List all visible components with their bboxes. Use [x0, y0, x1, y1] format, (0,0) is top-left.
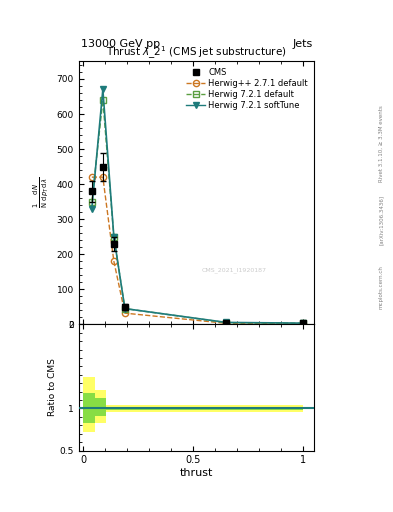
Text: [arXiv:1306.3436]: [arXiv:1306.3436] — [379, 195, 384, 245]
Text: Jets: Jets — [292, 38, 312, 49]
Text: 13000 GeV pp: 13000 GeV pp — [81, 38, 160, 49]
Herwig++ 2.7.1 default — [101, 174, 105, 180]
Herwig++ 2.7.1 default — [123, 310, 127, 316]
Line: Herwig++ 2.7.1 default: Herwig++ 2.7.1 default — [89, 174, 307, 327]
Herwig 7.2.1 default — [101, 97, 105, 103]
Herwig 7.2.1 softTune — [123, 306, 127, 312]
Herwig 7.2.1 default — [224, 319, 229, 326]
Line: Herwig 7.2.1 default: Herwig 7.2.1 default — [89, 97, 307, 327]
Y-axis label: $\frac{1}{\mathrm{N}}\,\frac{\mathrm{d}N}{\mathrm{d}p_T\,\mathrm{d}\lambda}$: $\frac{1}{\mathrm{N}}\,\frac{\mathrm{d}N… — [31, 177, 51, 208]
Line: Herwig 7.2.1 softTune: Herwig 7.2.1 softTune — [89, 87, 307, 326]
Y-axis label: Ratio to CMS: Ratio to CMS — [48, 358, 57, 416]
Legend: CMS, Herwig++ 2.7.1 default, Herwig 7.2.1 default, Herwig 7.2.1 softTune: CMS, Herwig++ 2.7.1 default, Herwig 7.2.… — [184, 66, 310, 113]
Herwig 7.2.1 default — [90, 199, 94, 205]
Text: CMS_2021_I1920187: CMS_2021_I1920187 — [201, 268, 266, 273]
Herwig 7.2.1 softTune — [101, 87, 105, 93]
Title: Thrust $\lambda\_2^1$ (CMS jet substructure): Thrust $\lambda\_2^1$ (CMS jet substruct… — [106, 45, 287, 61]
Herwig++ 2.7.1 default — [301, 321, 306, 327]
Herwig 7.2.1 softTune — [90, 206, 94, 212]
Herwig 7.2.1 softTune — [301, 320, 306, 326]
Herwig 7.2.1 default — [123, 306, 127, 312]
Herwig++ 2.7.1 default — [224, 320, 229, 326]
X-axis label: thrust: thrust — [180, 468, 213, 478]
Text: Rivet 3.1.10, ≥ 3.3M events: Rivet 3.1.10, ≥ 3.3M events — [379, 105, 384, 182]
Herwig 7.2.1 softTune — [112, 233, 116, 240]
Herwig++ 2.7.1 default — [90, 174, 94, 180]
Herwig 7.2.1 default — [112, 233, 116, 240]
Herwig++ 2.7.1 default — [112, 258, 116, 264]
Text: mcplots.cern.ch: mcplots.cern.ch — [379, 265, 384, 309]
Herwig 7.2.1 default — [301, 320, 306, 326]
Herwig 7.2.1 softTune — [224, 319, 229, 326]
